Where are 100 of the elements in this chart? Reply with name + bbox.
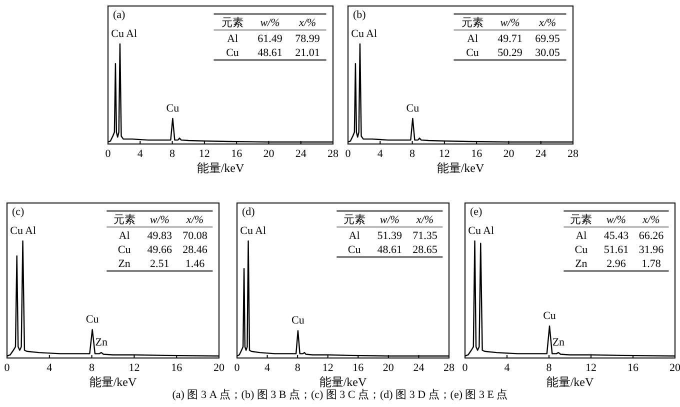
- x-tick-label: 4: [46, 362, 53, 374]
- annotation: Cu: [468, 225, 482, 237]
- annotation: Al: [255, 225, 266, 237]
- annotation: 21.01: [295, 47, 320, 59]
- annotation: 49.83: [147, 230, 173, 242]
- chart-title: (e): [470, 206, 483, 218]
- x-tick-label: 12: [438, 148, 450, 160]
- x-tick-label: 8: [170, 148, 176, 160]
- annotation: 66.26: [638, 230, 664, 242]
- text: w/%: [380, 214, 400, 226]
- x-axis-title: 能量/keV: [89, 375, 137, 389]
- x-tick-label: 24: [295, 148, 307, 160]
- x-tick-label: 0: [4, 362, 10, 374]
- x-tick-label: 20: [670, 362, 680, 374]
- annotation: Al: [118, 230, 130, 242]
- annotation: Cu: [240, 225, 254, 237]
- x-tick-label: 28: [568, 148, 579, 160]
- annotation: 51.39: [377, 230, 403, 242]
- x-tick-label: 12: [198, 148, 210, 160]
- annotation: Cu: [574, 244, 588, 256]
- x-tick-label: 4: [377, 148, 384, 160]
- x-tick-label: 16: [231, 148, 243, 160]
- x-axis-title: 能量/keV: [319, 375, 367, 389]
- annotation: 49.66: [147, 244, 173, 256]
- annotation: Al: [25, 225, 36, 237]
- annotation: 70.08: [182, 230, 208, 242]
- text: 元素: [113, 213, 136, 226]
- annotation: 30.05: [535, 47, 560, 59]
- x-tick-label: 28: [444, 362, 455, 374]
- text: x/%: [298, 17, 316, 29]
- annotation: 71.35: [412, 230, 438, 242]
- text: x/%: [538, 17, 556, 29]
- x-tick-label: 8: [546, 362, 552, 374]
- x-tick-label: 8: [410, 148, 416, 160]
- text: 元素: [570, 213, 592, 226]
- chart-title: (b): [353, 9, 366, 21]
- annotation: Cu: [10, 225, 24, 237]
- x-tick-label: 8: [89, 362, 96, 374]
- x-tick-label: 28: [328, 148, 339, 160]
- x-tick-label: 12: [586, 362, 596, 374]
- annotation: 45.43: [604, 230, 630, 242]
- x-axis-title: 能量/keV: [546, 375, 594, 389]
- annotation: 48.61: [258, 47, 282, 59]
- annotation: 2.51: [150, 258, 170, 270]
- annotation: 49.71: [498, 33, 522, 45]
- annotation: Al: [467, 33, 478, 45]
- annotation: Al: [366, 28, 377, 40]
- annotation: 50.29: [498, 47, 523, 59]
- x-tick-label: 16: [171, 362, 183, 374]
- x-tick-label: 8: [294, 362, 301, 374]
- x-tick-label: 4: [264, 362, 271, 374]
- text: 元素: [462, 16, 484, 29]
- text: (a) 图 3 A 点；(b) 图 3 B 点；(c) 图 3 C 点；(d) 图 3 D 点；(e) 图 3 E 点: [172, 388, 508, 401]
- annotation: 78.99: [295, 33, 320, 45]
- text: 元素: [222, 16, 244, 29]
- x-tick-label: 24: [535, 148, 547, 160]
- annotation: 61.49: [258, 33, 283, 45]
- annotation: 1.78: [642, 258, 662, 270]
- annotation: Zn: [95, 336, 108, 349]
- text: w/%: [500, 17, 520, 29]
- x-tick-label: 0: [105, 148, 112, 160]
- annotation: Cu: [86, 314, 100, 326]
- annotation: Cu: [351, 28, 364, 40]
- annotation: 69.95: [535, 33, 560, 45]
- annotation: Cu: [406, 102, 420, 114]
- x-tick-label: 20: [503, 148, 515, 160]
- chart-title: (a): [113, 9, 126, 21]
- annotation: Cu: [543, 310, 556, 322]
- annotation: Al: [483, 225, 494, 237]
- x-tick-label: 20: [382, 362, 394, 374]
- text: x/%: [642, 214, 660, 226]
- annotation: Al: [126, 28, 137, 40]
- x-tick-label: 0: [234, 362, 240, 374]
- annotation: Al: [227, 33, 238, 45]
- annotation: Zn: [575, 258, 588, 270]
- annotation: Zn: [552, 336, 566, 349]
- x-tick-label: 0: [462, 362, 468, 374]
- annotation: Cu: [292, 314, 305, 327]
- x-tick-label: 4: [137, 148, 144, 160]
- chart-title: (d): [242, 206, 256, 218]
- text: x/%: [415, 214, 434, 226]
- x-tick-label: 20: [263, 148, 275, 160]
- text: x/%: [185, 214, 204, 226]
- annotation: Cu: [111, 28, 124, 40]
- x-tick-label: 4: [504, 362, 510, 374]
- chart-title: (c): [12, 206, 25, 218]
- text: w/%: [150, 214, 170, 226]
- x-tick-label: 24: [413, 362, 425, 374]
- annotation: 31.96: [638, 244, 664, 256]
- annotation: Al: [576, 230, 587, 242]
- annotation: Zn: [118, 258, 131, 270]
- x-tick-label: 16: [628, 362, 639, 374]
- x-axis-title: 能量/keV: [436, 161, 484, 175]
- annotation: Al: [348, 230, 360, 242]
- text: w/%: [606, 214, 626, 226]
- x-tick-label: 12: [128, 362, 140, 374]
- annotation: Cu: [348, 244, 362, 256]
- x-tick-label: 0: [345, 148, 352, 160]
- x-tick-label: 20: [214, 362, 225, 374]
- annotation: 28.46: [182, 244, 208, 256]
